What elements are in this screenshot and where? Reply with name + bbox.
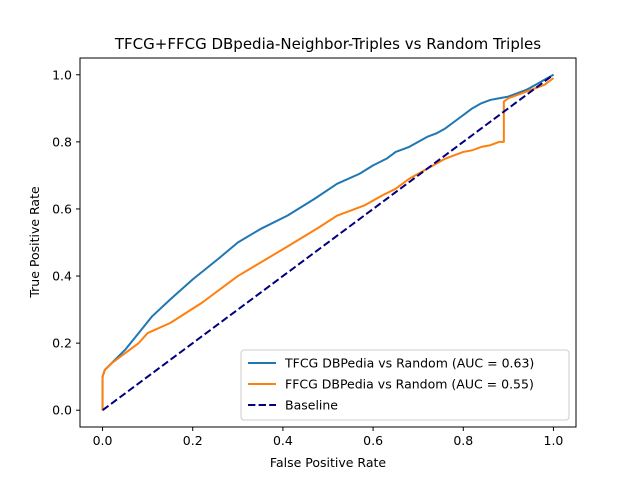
legend-label-2: FFCG DBPedia vs Random (AUC = 0.55) [285,377,534,392]
x-tick-label: 0.0 [93,433,113,448]
y-tick-label: 0.6 [52,201,72,216]
series-layer [101,73,555,412]
y-tick-label: 1.0 [52,67,72,82]
y-tick-label: 0.4 [52,269,72,284]
y-axis: 0.0 0.2 0.4 0.6 0.8 1.0 [52,67,80,418]
plot-frame [79,57,577,428]
x-tick-label: 0.4 [273,433,293,448]
y-tick-label: 0.2 [52,336,72,351]
legend-box [240,349,570,421]
x-tick-label: 0.2 [183,433,203,448]
x-axis-label: False Positive Rate [270,455,386,470]
series-line-1 [101,73,554,411]
x-axis: 0.0 0.2 0.4 0.6 0.8 1.0 [93,427,564,448]
x-tick-label: 1.0 [544,433,564,448]
x-tick-label: 0.8 [453,433,473,448]
chart-title: TFCG+FFCG DBpedia-Neighbor-Triples vs Ra… [114,35,541,53]
legend-label-1: TFCG DBPedia vs Random (AUC = 0.63) [284,356,534,371]
y-tick-label: 0.8 [52,134,72,149]
y-tick-label: 0.0 [52,403,72,418]
y-axis-label: True Positive Rate [27,186,42,299]
legend: TFCG DBPedia vs Random (AUC = 0.63) FFCG … [240,349,570,421]
series-line-2 [101,77,555,411]
x-tick-label: 0.6 [363,433,383,448]
series-line-3 [101,73,555,412]
legend-label-3: Baseline [285,398,338,413]
